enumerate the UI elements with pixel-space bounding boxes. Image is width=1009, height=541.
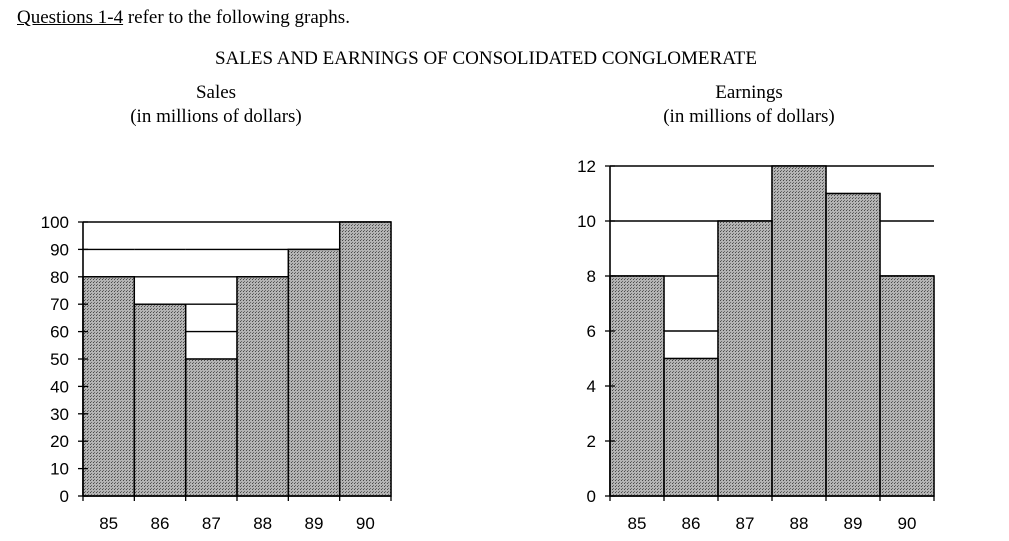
earnings-x-tick-label: 90 — [898, 514, 917, 533]
earnings-x-tick-label: 85 — [628, 514, 647, 533]
sales-y-tick-label: 10 — [50, 460, 69, 479]
sales-x-tick-label: 89 — [305, 514, 324, 533]
intro-text: Questions 1-4 refer to the following gra… — [17, 7, 350, 29]
sales-y-tick-label: 0 — [60, 487, 69, 506]
earnings-chart-heading: Earnings (in millions of dollars) — [594, 81, 904, 129]
earnings-chart-subtitle: (in millions of dollars) — [663, 106, 835, 127]
earnings-y-tick-label: 2 — [587, 432, 596, 451]
earnings-y-tick-label: 10 — [577, 212, 596, 231]
sales-bar-fill-86 — [135, 304, 185, 496]
earnings-bar-fill-89 — [826, 194, 880, 496]
sales-y-tick-label: 40 — [50, 377, 69, 396]
sales-bar-fill-89 — [289, 250, 339, 496]
earnings-bar-fill-90 — [880, 276, 934, 496]
earnings-y-tick-label: 8 — [587, 267, 596, 286]
sales-y-tick-label: 20 — [50, 432, 69, 451]
earnings-y-tick-label: 6 — [587, 322, 596, 341]
question-reference: Questions 1-4 — [17, 7, 124, 28]
earnings-bar-fill-86 — [664, 359, 718, 496]
sales-y-tick-label: 90 — [50, 240, 69, 259]
sales-chart-title: Sales — [195, 82, 237, 103]
earnings-x-tick-label: 86 — [682, 514, 701, 533]
earnings-bar-fill-85 — [610, 276, 664, 496]
sales-y-tick-label: 80 — [50, 268, 69, 287]
earnings-bar-fill-87 — [718, 221, 772, 496]
earnings-x-tick-label: 87 — [736, 514, 755, 533]
sales-x-tick-label: 87 — [202, 514, 221, 533]
sales-y-tick-label: 100 — [41, 213, 69, 232]
sales-chart-heading: Sales (in millions of dollars) — [60, 81, 372, 129]
sales-chart-subtitle: (in millions of dollars) — [130, 106, 302, 127]
earnings-y-tick-label: 0 — [587, 487, 596, 506]
sales-x-tick-label: 86 — [151, 514, 170, 533]
earnings-bar-fill-88 — [772, 166, 826, 496]
earnings-x-tick-label: 88 — [790, 514, 809, 533]
earnings-chart-title: Earnings — [715, 82, 783, 103]
sales-bar-fill-85 — [83, 277, 134, 496]
sales-bar-fill-88 — [237, 277, 288, 496]
sales-bar-fill-87 — [186, 359, 237, 496]
intro-rest: refer to the following graphs. — [123, 7, 350, 28]
earnings-y-tick-label: 12 — [577, 157, 596, 176]
sales-y-tick-label: 60 — [50, 323, 69, 342]
sales-y-tick-label: 50 — [50, 350, 69, 369]
sales-chart: 0 10 20 30 40 50 60 70 80 90 100 85 86 87 88 89 90 — [41, 213, 392, 533]
sales-x-tick-label: 90 — [356, 514, 375, 533]
sales-x-tick-label: 88 — [253, 514, 272, 533]
sales-y-tick-label: 30 — [50, 405, 69, 424]
earnings-y-tick-label: 4 — [587, 377, 596, 396]
sales-x-tick-label: 85 — [99, 514, 118, 533]
earnings-chart: 0 2 4 6 8 10 12 85 86 87 88 89 90 — [577, 157, 935, 533]
main-title: SALES AND EARNINGS OF CONSOLIDATED CONGL… — [214, 48, 758, 69]
sales-bar-fill-90 — [340, 222, 391, 496]
sales-y-tick-label: 70 — [50, 295, 69, 314]
earnings-x-tick-label: 89 — [844, 514, 863, 533]
